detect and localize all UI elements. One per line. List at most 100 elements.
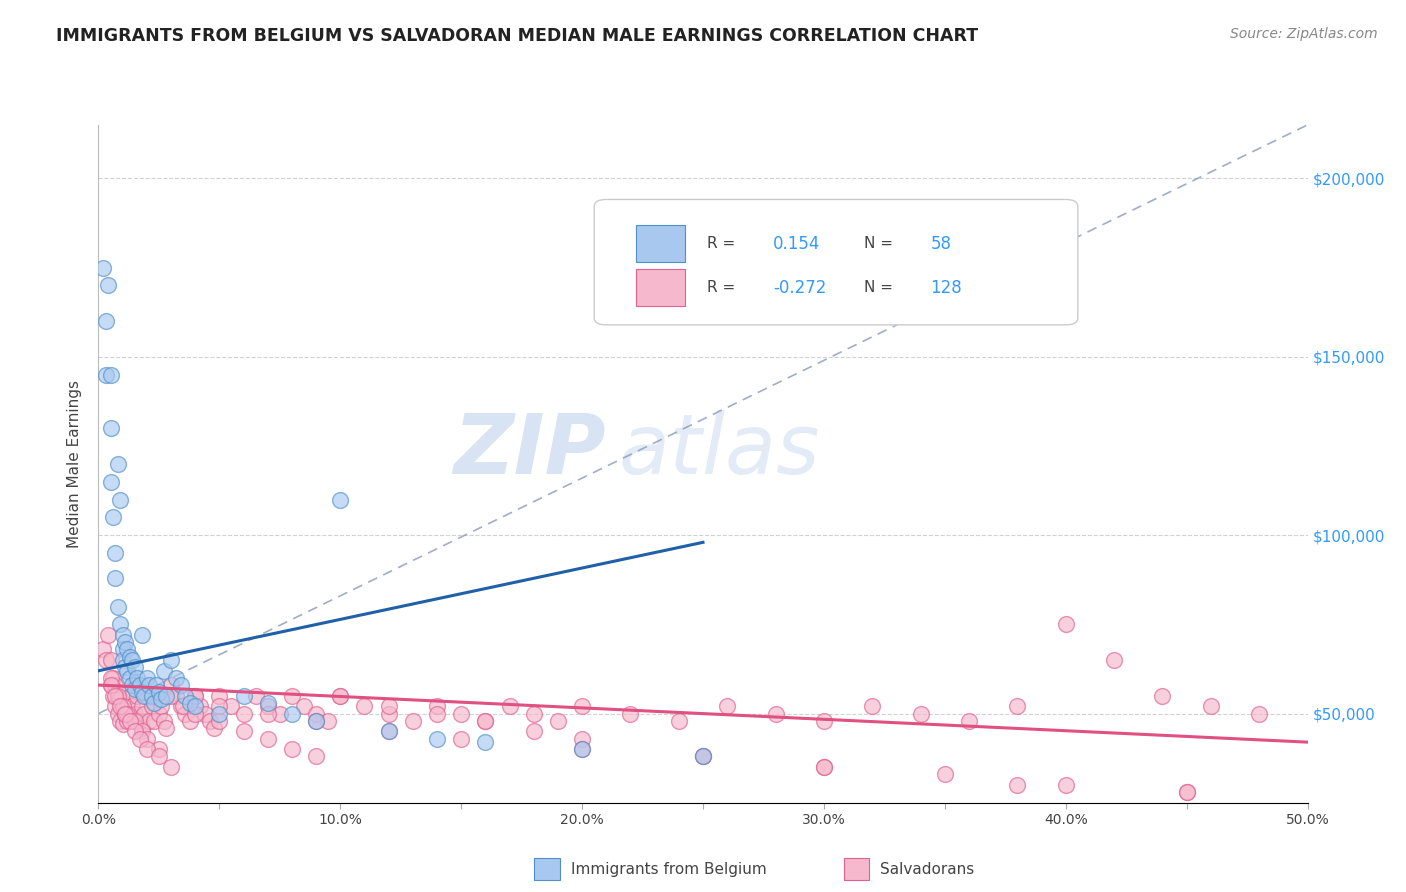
Point bbox=[101, 510, 124, 524]
Point bbox=[174, 706, 197, 721]
Point bbox=[188, 699, 211, 714]
Point bbox=[117, 642, 139, 657]
Point bbox=[668, 714, 690, 728]
Point bbox=[184, 699, 207, 714]
Point bbox=[121, 653, 143, 667]
Point bbox=[1152, 689, 1174, 703]
Point bbox=[127, 689, 149, 703]
Point bbox=[426, 706, 449, 721]
Point bbox=[450, 731, 472, 746]
Point bbox=[204, 721, 226, 735]
Text: ZIP: ZIP bbox=[454, 409, 606, 491]
Point bbox=[148, 685, 170, 699]
Point bbox=[131, 628, 153, 642]
Point bbox=[117, 664, 139, 678]
Text: R =: R = bbox=[707, 236, 735, 251]
Point bbox=[104, 689, 127, 703]
Point bbox=[256, 731, 278, 746]
Point bbox=[910, 706, 932, 721]
Point bbox=[402, 714, 425, 728]
Point bbox=[813, 760, 835, 774]
Point bbox=[108, 617, 131, 632]
Bar bbox=[637, 269, 685, 306]
Point bbox=[111, 717, 134, 731]
Point bbox=[100, 421, 122, 435]
Point bbox=[1102, 653, 1125, 667]
Point bbox=[160, 653, 183, 667]
Point bbox=[169, 699, 191, 714]
Point bbox=[957, 714, 980, 728]
Point bbox=[150, 692, 173, 706]
Point bbox=[269, 706, 291, 721]
Text: N =: N = bbox=[863, 236, 893, 251]
Point bbox=[184, 706, 207, 721]
Point bbox=[145, 689, 167, 703]
Point bbox=[305, 749, 328, 764]
Point bbox=[100, 475, 122, 489]
Point bbox=[184, 689, 207, 703]
Point bbox=[94, 368, 117, 382]
Point bbox=[141, 689, 163, 703]
Point bbox=[104, 699, 127, 714]
Point bbox=[232, 724, 254, 739]
Text: 128: 128 bbox=[931, 278, 962, 296]
Point bbox=[292, 699, 315, 714]
Point bbox=[523, 706, 546, 721]
Text: Immigrants from Belgium: Immigrants from Belgium bbox=[571, 863, 766, 877]
Point bbox=[108, 492, 131, 507]
Point bbox=[124, 714, 146, 728]
Point bbox=[131, 685, 153, 699]
Point bbox=[305, 706, 328, 721]
Point bbox=[104, 571, 127, 585]
Point bbox=[377, 724, 399, 739]
Point bbox=[118, 714, 141, 728]
Text: Salvadorans: Salvadorans bbox=[880, 863, 974, 877]
Point bbox=[148, 706, 170, 721]
Point bbox=[135, 689, 157, 703]
Point bbox=[121, 699, 143, 714]
Point bbox=[450, 706, 472, 721]
Point bbox=[101, 689, 124, 703]
Point bbox=[108, 692, 131, 706]
Text: Source: ZipAtlas.com: Source: ZipAtlas.com bbox=[1230, 27, 1378, 41]
Point bbox=[426, 731, 449, 746]
Point bbox=[256, 696, 278, 710]
Point bbox=[155, 721, 177, 735]
Point bbox=[692, 749, 714, 764]
Point bbox=[148, 742, 170, 756]
Point bbox=[131, 724, 153, 739]
Point bbox=[172, 699, 194, 714]
Point bbox=[143, 714, 166, 728]
Point bbox=[353, 699, 375, 714]
Point bbox=[426, 699, 449, 714]
Text: N =: N = bbox=[863, 280, 893, 295]
Point bbox=[111, 628, 134, 642]
Point bbox=[107, 689, 129, 703]
Point bbox=[160, 760, 183, 774]
Point bbox=[523, 724, 546, 739]
Point bbox=[114, 660, 136, 674]
Point bbox=[571, 742, 593, 756]
Point bbox=[114, 706, 136, 721]
Point bbox=[134, 706, 156, 721]
Text: -0.272: -0.272 bbox=[773, 278, 827, 296]
Point bbox=[124, 724, 146, 739]
Point bbox=[104, 678, 127, 692]
Point bbox=[152, 714, 174, 728]
Text: atlas: atlas bbox=[619, 409, 820, 491]
Point bbox=[138, 714, 160, 728]
Point bbox=[141, 699, 163, 714]
Point bbox=[100, 678, 122, 692]
Point bbox=[148, 749, 170, 764]
Point bbox=[716, 699, 738, 714]
Point bbox=[160, 689, 183, 703]
Point bbox=[1175, 785, 1198, 799]
Point bbox=[474, 714, 496, 728]
Point bbox=[111, 699, 134, 714]
Point bbox=[1007, 699, 1029, 714]
Point bbox=[860, 699, 883, 714]
Point bbox=[305, 714, 328, 728]
Point bbox=[184, 689, 207, 703]
Point bbox=[104, 546, 127, 560]
Point bbox=[111, 653, 134, 667]
